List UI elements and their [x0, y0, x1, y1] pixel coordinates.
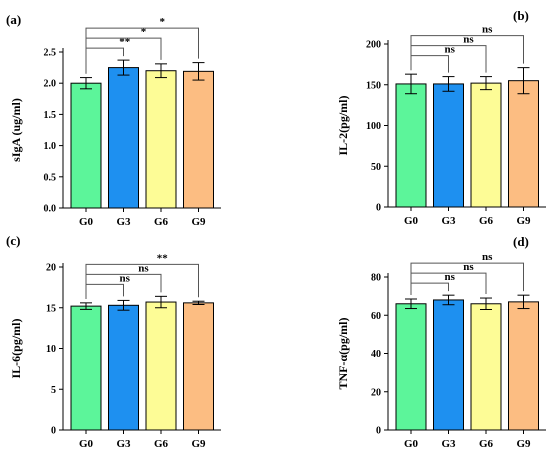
x-tick-label: G3 [116, 216, 131, 228]
y-tick-label: 20 [371, 387, 381, 398]
significance-label: ** [119, 36, 131, 48]
bar-g9 [183, 302, 214, 431]
panel-a: (a) sIgA (ug/ml) 0.0 0.5 1.0 1.5 2.0 2.5 G0 G3 G6 G… [6, 12, 221, 228]
panel-label: (c) [6, 233, 20, 248]
x-tick-label: G0 [404, 438, 419, 450]
significance-bracket [410, 35, 524, 71]
significance-label: ns [463, 34, 474, 46]
bar-g3 [108, 67, 139, 209]
significance-label: * [141, 26, 147, 38]
bar-g0 [395, 303, 427, 431]
y-tick-label: 20 [46, 263, 56, 274]
significance-bracket [85, 263, 199, 299]
x-tick-label: G6 [154, 438, 169, 450]
y-tick-label: 40 [371, 349, 381, 360]
x-tick-label: G3 [441, 438, 456, 450]
bar-g3 [433, 299, 464, 431]
x-tick-label: G0 [404, 215, 419, 227]
panel-label: (d) [513, 234, 529, 249]
y-tick-label: 0.0 [44, 204, 57, 215]
bar-g0 [395, 83, 427, 208]
bar-g0 [70, 82, 102, 209]
y-tick-label: 60 [371, 311, 381, 322]
bar-g6 [470, 303, 502, 431]
x-tick-label: G3 [116, 438, 131, 450]
bar-g9 [508, 80, 539, 208]
y-tick-label: 2.0 [44, 79, 57, 90]
significance-bracket [410, 55, 449, 73]
significance-label: ns [445, 271, 456, 283]
x-tick-label: G6 [479, 215, 494, 227]
significance-label: ns [463, 261, 474, 273]
significance-label: * [160, 16, 166, 28]
significance-bracket [85, 27, 199, 74]
y-tick-label: 50 [371, 162, 381, 173]
y-tick-label: 100 [366, 121, 381, 132]
x-tick-label: G6 [479, 438, 494, 450]
y-tick-label: 200 [366, 40, 381, 51]
x-tick-label: G9 [191, 438, 206, 450]
bar-g6 [145, 70, 177, 209]
y-tick-label: 10 [46, 344, 56, 355]
y-tick-label: 1.0 [44, 141, 57, 152]
x-tick-label: G0 [79, 216, 94, 228]
significance-bracket [410, 262, 524, 295]
bar-g3 [108, 304, 139, 431]
bar-g9 [508, 301, 539, 431]
y-tick-label: 5 [51, 385, 56, 396]
significance-label: ns [482, 251, 493, 263]
y-tick-label: 0 [376, 203, 381, 214]
x-tick-label: G9 [516, 215, 531, 227]
bar-g9 [183, 70, 214, 209]
significance-bracket [85, 283, 124, 299]
significance-label: ** [157, 252, 169, 264]
significance-label: ns [445, 44, 456, 56]
x-tick-label: G0 [79, 438, 94, 450]
y-tick-label: 1.5 [44, 110, 57, 121]
y-axis-label: IL-6(pg/ml) [9, 318, 23, 378]
y-tick-label: 0.5 [44, 172, 57, 183]
y-axis-label: IL-2(pg/ml) [336, 95, 350, 155]
y-tick-label: 0 [51, 426, 56, 437]
panel-label: (a) [6, 12, 21, 27]
y-axis-label: TNF-α(pg/ml) [336, 317, 350, 389]
x-tick-label: G9 [516, 438, 531, 450]
y-tick-label: 15 [46, 303, 56, 314]
significance-label: ns [138, 262, 149, 274]
bar-g6 [470, 82, 502, 208]
bar-g0 [70, 305, 102, 431]
significance-label: ns [120, 272, 131, 284]
y-axis-label: sIgA (ug/ml) [9, 98, 23, 162]
y-tick-label: 150 [366, 80, 381, 91]
y-tick-label: 0 [376, 426, 381, 437]
bar-g3 [433, 83, 464, 208]
x-tick-label: G6 [154, 216, 169, 228]
significance-bracket [410, 282, 449, 295]
y-tick-label: 80 [371, 273, 381, 284]
x-tick-label: G3 [441, 215, 456, 227]
y-tick-label: 2.5 [44, 48, 57, 59]
panel-label: (b) [513, 8, 529, 23]
x-tick-label: G9 [191, 216, 206, 228]
bar-g6 [145, 301, 177, 431]
significance-label: ns [482, 24, 493, 36]
